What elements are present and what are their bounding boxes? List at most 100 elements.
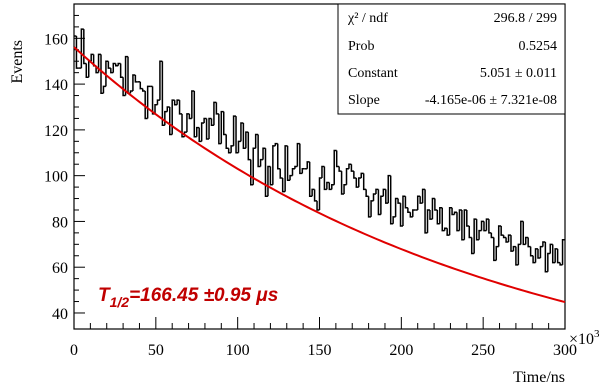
histogram-bin bbox=[294, 165, 298, 169]
histogram-bin bbox=[466, 209, 470, 227]
histogram-bin bbox=[463, 209, 467, 240]
histogram-bin bbox=[468, 226, 472, 239]
histogram-bin bbox=[80, 28, 84, 69]
histogram-series bbox=[74, 28, 565, 273]
histogram-bin bbox=[215, 102, 219, 115]
histogram-bin bbox=[483, 221, 487, 232]
histogram-bin bbox=[296, 142, 300, 167]
histogram-bin bbox=[416, 195, 421, 210]
histogram-bin bbox=[286, 145, 291, 181]
histogram-bin bbox=[97, 53, 101, 73]
histogram-bin bbox=[456, 212, 460, 232]
histogram-bin bbox=[213, 101, 217, 126]
histogram-bin bbox=[473, 218, 477, 254]
y-tick-label: 140 bbox=[44, 77, 68, 94]
half-life-symbol: T bbox=[98, 285, 111, 306]
histogram-bin bbox=[191, 90, 195, 119]
histogram-bin bbox=[269, 166, 273, 186]
histogram-bin bbox=[124, 55, 129, 96]
histogram-bin bbox=[370, 200, 374, 217]
histogram-bin bbox=[205, 118, 210, 140]
histogram-bin bbox=[274, 142, 278, 146]
histogram-bin bbox=[439, 206, 443, 224]
histogram-bin bbox=[112, 62, 116, 73]
histogram-bin bbox=[200, 122, 205, 142]
histogram-bin bbox=[326, 181, 330, 190]
histogram-bin bbox=[443, 227, 448, 231]
histogram-bin bbox=[308, 161, 313, 197]
histogram-bin bbox=[360, 172, 364, 178]
histogram-bin bbox=[409, 212, 413, 218]
histogram-bin bbox=[488, 219, 492, 234]
histogram-bin bbox=[220, 110, 224, 144]
histogram-bin bbox=[328, 182, 332, 191]
histogram-bin bbox=[549, 243, 553, 254]
x-axis-label: Time/ns bbox=[513, 369, 565, 386]
x-tick-label: 300 bbox=[553, 342, 577, 359]
half-life-subscript: 1/2 bbox=[110, 294, 130, 310]
histogram-bin bbox=[259, 158, 264, 167]
histogram-bin bbox=[240, 122, 244, 142]
histogram-bin bbox=[497, 225, 502, 247]
histogram-bin bbox=[478, 229, 482, 240]
histogram-bin bbox=[331, 184, 335, 190]
histogram-bin bbox=[208, 117, 212, 140]
histogram-bin bbox=[161, 61, 165, 127]
histogram-bin bbox=[453, 211, 457, 215]
histogram-bin bbox=[402, 195, 406, 227]
histogram-bin bbox=[554, 248, 558, 263]
histogram-bin bbox=[171, 99, 175, 135]
histogram-bin bbox=[193, 90, 197, 138]
histogram-bin bbox=[559, 262, 563, 266]
histogram-bin bbox=[512, 245, 516, 252]
histogram-bin bbox=[90, 53, 94, 62]
y-axis-label: Events bbox=[9, 40, 26, 84]
histogram-bin bbox=[510, 235, 514, 252]
histogram-bin bbox=[264, 148, 268, 197]
histogram-bin bbox=[159, 60, 163, 101]
histogram-bin bbox=[515, 246, 519, 266]
histogram-bin bbox=[520, 220, 524, 245]
histogram-bin bbox=[561, 238, 565, 265]
histogram-bin bbox=[461, 209, 465, 241]
fit-series bbox=[73, 46, 566, 304]
histogram-bin bbox=[397, 198, 401, 204]
histogram-bin bbox=[448, 206, 453, 236]
histogram-bin bbox=[139, 81, 143, 90]
stats-row-value: 0.5254 bbox=[519, 39, 558, 54]
histogram-bin bbox=[237, 140, 241, 153]
histogram-bin bbox=[95, 65, 99, 74]
histogram-bin bbox=[338, 166, 342, 172]
histogram-bin bbox=[141, 88, 146, 92]
histogram-bin bbox=[534, 248, 538, 263]
histogram-bin bbox=[257, 134, 261, 168]
x-tick-label: 0 bbox=[70, 342, 78, 359]
histogram-bin bbox=[522, 221, 526, 246]
histogram-bin bbox=[446, 228, 450, 236]
histogram-bin bbox=[225, 134, 229, 149]
histogram-bin bbox=[343, 184, 347, 194]
histogram-bin bbox=[299, 143, 303, 175]
histogram-bin bbox=[399, 203, 403, 227]
histogram-bin bbox=[188, 113, 192, 120]
histogram-bin bbox=[544, 242, 548, 273]
stats-row-value: 5.051 ± 0.011 bbox=[480, 66, 557, 81]
histogram-bin bbox=[353, 171, 357, 179]
histogram-bin bbox=[385, 189, 389, 204]
histogram-bin bbox=[203, 117, 207, 124]
histogram-bin bbox=[186, 113, 190, 133]
histogram-bin bbox=[166, 106, 170, 112]
histogram-bin bbox=[129, 90, 133, 94]
histogram-bin bbox=[431, 197, 435, 220]
histogram-bin bbox=[407, 207, 411, 214]
histogram-bin bbox=[470, 237, 475, 255]
y-tick-label: 160 bbox=[44, 31, 68, 48]
y-tick-label: 40 bbox=[52, 306, 68, 323]
fit-curve bbox=[73, 46, 566, 304]
histogram-bin bbox=[367, 196, 372, 218]
histogram-bin bbox=[500, 226, 504, 236]
histogram-bin bbox=[335, 150, 340, 168]
histogram-bin bbox=[517, 243, 521, 265]
histogram-bin bbox=[539, 245, 543, 259]
histogram-bin bbox=[505, 237, 509, 243]
